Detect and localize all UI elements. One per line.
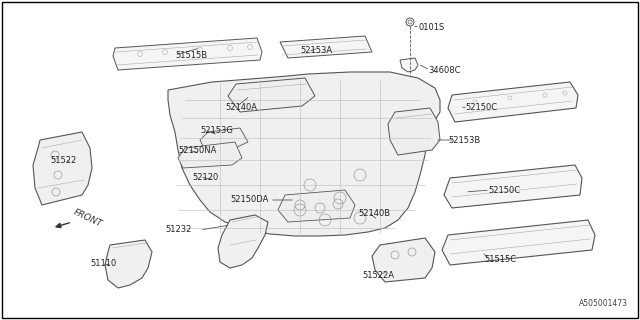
Polygon shape [200,128,248,150]
Polygon shape [388,108,440,155]
Polygon shape [280,36,372,58]
Text: FRONT: FRONT [72,207,104,228]
Text: 52153B: 52153B [448,135,480,145]
Text: 52153G: 52153G [200,125,233,134]
Text: 0101S: 0101S [418,22,444,31]
Text: 52140B: 52140B [358,209,390,218]
Polygon shape [218,215,268,268]
Polygon shape [278,190,355,222]
Text: 34608C: 34608C [428,66,461,75]
Text: 51522: 51522 [50,156,76,164]
Text: 52140A: 52140A [225,102,257,111]
Text: 52153A: 52153A [300,45,332,54]
Text: 52150C: 52150C [465,102,497,111]
Polygon shape [33,132,92,205]
Polygon shape [400,58,418,72]
Text: 51232: 51232 [165,226,191,235]
Polygon shape [442,220,595,265]
Polygon shape [228,78,315,112]
Text: 52150C: 52150C [488,186,520,195]
Text: 52150NA: 52150NA [178,146,216,155]
Text: A505001473: A505001473 [579,299,628,308]
Text: 52120: 52120 [192,172,218,181]
Polygon shape [105,240,152,288]
Polygon shape [178,142,242,168]
Polygon shape [372,238,435,282]
Text: 52150DA: 52150DA [230,196,268,204]
Text: 51110: 51110 [90,260,116,268]
Text: 51515C: 51515C [484,255,516,265]
Text: 51515B: 51515B [175,51,207,60]
Polygon shape [444,165,582,208]
Text: 51522A: 51522A [362,271,394,281]
Polygon shape [113,38,262,70]
Polygon shape [448,82,578,122]
Polygon shape [168,72,440,236]
